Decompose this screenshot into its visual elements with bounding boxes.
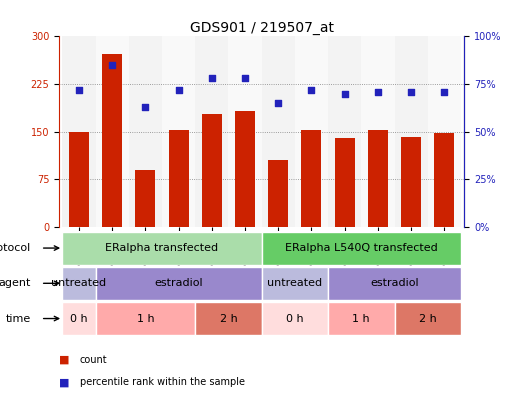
Bar xyxy=(328,36,361,227)
Text: 0 h: 0 h xyxy=(70,313,88,324)
Point xyxy=(341,90,349,97)
Point xyxy=(141,104,149,110)
Bar xyxy=(262,267,328,300)
Text: percentile rank within the sample: percentile rank within the sample xyxy=(80,377,245,387)
Bar xyxy=(102,54,122,227)
Bar xyxy=(62,302,95,335)
Bar xyxy=(62,232,262,264)
Bar xyxy=(262,302,328,335)
Point xyxy=(108,62,116,68)
Text: 1 h: 1 h xyxy=(136,313,154,324)
Bar xyxy=(394,302,461,335)
Text: untreated: untreated xyxy=(267,278,322,288)
Bar xyxy=(334,138,354,227)
Text: 1 h: 1 h xyxy=(352,313,370,324)
Bar xyxy=(435,133,455,227)
Bar xyxy=(235,111,255,227)
Bar xyxy=(95,302,195,335)
Point xyxy=(374,88,382,95)
Bar xyxy=(195,302,262,335)
Bar xyxy=(328,267,461,300)
Bar xyxy=(169,130,189,227)
Bar xyxy=(328,302,394,335)
Bar xyxy=(69,132,89,227)
Bar xyxy=(302,130,322,227)
Text: 2 h: 2 h xyxy=(220,313,238,324)
Text: count: count xyxy=(80,355,107,365)
Point xyxy=(307,87,315,93)
Text: ■: ■ xyxy=(59,377,69,387)
Title: GDS901 / 219507_at: GDS901 / 219507_at xyxy=(190,21,333,35)
Text: time: time xyxy=(5,313,31,324)
Text: 0 h: 0 h xyxy=(286,313,304,324)
Bar xyxy=(262,232,461,264)
Point xyxy=(208,75,216,81)
Text: agent: agent xyxy=(0,278,31,288)
Point xyxy=(174,87,183,93)
Bar xyxy=(428,36,461,227)
Bar xyxy=(394,36,428,227)
Bar xyxy=(401,137,421,227)
Text: ERalpha transfected: ERalpha transfected xyxy=(105,243,219,253)
Bar xyxy=(268,160,288,227)
Point xyxy=(274,100,282,107)
Bar xyxy=(361,36,394,227)
Point xyxy=(407,88,415,95)
Text: estradiol: estradiol xyxy=(370,278,419,288)
Bar xyxy=(228,36,262,227)
Bar xyxy=(62,267,95,300)
Bar xyxy=(62,36,95,227)
Text: untreated: untreated xyxy=(51,278,107,288)
Bar xyxy=(162,36,195,227)
Bar xyxy=(295,36,328,227)
Point xyxy=(440,88,448,95)
Bar xyxy=(129,36,162,227)
Bar xyxy=(202,114,222,227)
Text: 2 h: 2 h xyxy=(419,313,437,324)
Bar xyxy=(262,36,295,227)
Bar xyxy=(368,130,388,227)
Text: ■: ■ xyxy=(59,355,69,365)
Bar xyxy=(195,36,228,227)
Text: ERalpha L540Q transfected: ERalpha L540Q transfected xyxy=(285,243,438,253)
Bar xyxy=(95,267,262,300)
Bar xyxy=(95,36,129,227)
Point xyxy=(241,75,249,81)
Text: protocol: protocol xyxy=(0,243,31,253)
Point xyxy=(75,87,83,93)
Text: estradiol: estradiol xyxy=(154,278,203,288)
Bar xyxy=(135,170,155,227)
